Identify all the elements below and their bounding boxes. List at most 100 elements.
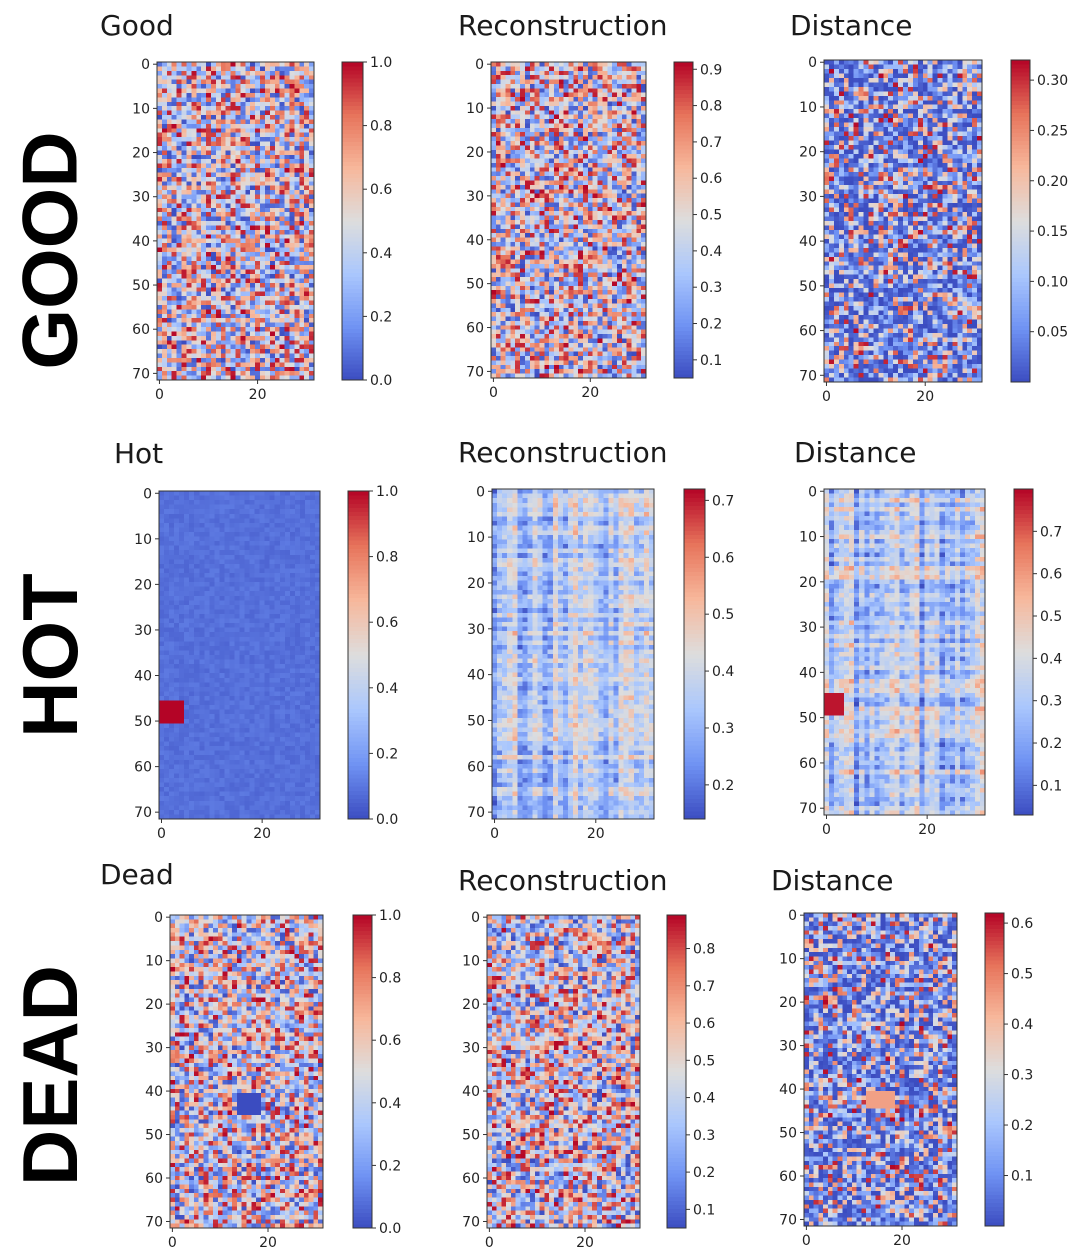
heatmap-cell [211, 115, 216, 120]
heatmap-cell [280, 199, 285, 204]
heatmap-cell [255, 159, 260, 164]
heatmap-cell [172, 119, 177, 124]
heatmap-cell [294, 190, 299, 195]
heatmap-cell [289, 146, 294, 151]
heatmap-cell [201, 119, 206, 124]
heatmap-cell [167, 331, 172, 336]
heatmap-cell [216, 318, 221, 323]
heatmap-cell [289, 221, 294, 226]
heatmap-cell [250, 217, 255, 222]
heatmap-cell [236, 97, 241, 102]
heatmap-cell [260, 283, 265, 288]
heatmap-cell [201, 323, 206, 328]
heatmap-cell [167, 336, 172, 341]
heatmap-cell [299, 80, 304, 85]
heatmap-cell [240, 84, 245, 89]
heatmap-cell [162, 234, 167, 239]
heatmap-cell [182, 323, 187, 328]
heatmap-cell [294, 172, 299, 177]
heatmap-cell [270, 327, 275, 332]
heatmap-cell [211, 142, 216, 147]
heatmap-cell [304, 181, 309, 186]
heatmap-cell [182, 181, 187, 186]
heatmap-cell [186, 146, 191, 151]
heatmap-cell [270, 234, 275, 239]
heatmap-cell [265, 133, 270, 138]
heatmap-cell [236, 111, 241, 116]
heatmap-cell [231, 177, 236, 182]
heatmap-cell [216, 159, 221, 164]
heatmap-cell [250, 102, 255, 107]
heatmap-cell [250, 256, 255, 261]
heatmap-cell [299, 199, 304, 204]
heatmap-cell [231, 190, 236, 195]
heatmap-cell [191, 195, 196, 200]
heatmap-cell [186, 225, 191, 230]
heatmap-cell [260, 62, 265, 67]
heatmap-cell [182, 66, 187, 71]
heatmap-cell [294, 239, 299, 244]
heatmap-cell [260, 195, 265, 200]
heatmap-cell [299, 296, 304, 301]
heatmap-cell [255, 115, 260, 120]
heatmap-cell [191, 62, 196, 67]
heatmap-cell [162, 195, 167, 200]
heatmap-cell [260, 124, 265, 129]
heatmap-cell [270, 66, 275, 71]
heatmap-cell [177, 203, 182, 208]
heatmap-cell [294, 230, 299, 235]
heatmap-cell [177, 221, 182, 226]
heatmap-cell [280, 323, 285, 328]
heatmap-cell [245, 234, 250, 239]
heatmap-cell [265, 208, 270, 213]
heatmap-cell [236, 283, 241, 288]
heatmap-cell [186, 177, 191, 182]
heatmap-cell [280, 177, 285, 182]
heatmap-cell [255, 336, 260, 341]
heatmap-cell [250, 106, 255, 111]
heatmap-cell [280, 102, 285, 107]
heatmap-cell [250, 133, 255, 138]
heatmap-cell [294, 177, 299, 182]
heatmap-cell [196, 80, 201, 85]
heatmap-cell [265, 323, 270, 328]
heatmap-cell [285, 84, 290, 89]
heatmap-cell [182, 62, 187, 67]
heatmap-cell [231, 84, 236, 89]
heatmap-cell [231, 261, 236, 266]
heatmap-cell [186, 217, 191, 222]
heatmap-cell [270, 93, 275, 98]
heatmap-cell [221, 239, 226, 244]
heatmap-cell [157, 274, 162, 279]
heatmap-cell [289, 212, 294, 217]
heatmap-cell [231, 336, 236, 341]
heatmap-cell [236, 172, 241, 177]
heatmap-cell [191, 349, 196, 354]
heatmap-cell [299, 212, 304, 217]
heatmap-cell [211, 137, 216, 142]
heatmap-cell [294, 256, 299, 261]
heatmap-cell [236, 221, 241, 226]
heatmap-cell [216, 102, 221, 107]
heatmap-cell [206, 150, 211, 155]
heatmap-cell [201, 234, 206, 239]
heatmap-cell [216, 71, 221, 76]
heatmap-cell [182, 252, 187, 257]
heatmap-cell [196, 66, 201, 71]
heatmap-cell [162, 142, 167, 147]
heatmap-cell [177, 137, 182, 142]
heatmap-cell [299, 195, 304, 200]
heatmap-cell [211, 252, 216, 257]
heatmap-cell [206, 84, 211, 89]
heatmap-cell [285, 190, 290, 195]
heatmap-cell [186, 75, 191, 80]
heatmap-cell [186, 71, 191, 76]
heatmap-cell [201, 146, 206, 151]
heatmap-cell [231, 287, 236, 292]
heatmap-cell [157, 309, 162, 314]
heatmap-cell [285, 225, 290, 230]
heatmap-cell [201, 248, 206, 253]
heatmap-cell [240, 75, 245, 80]
heatmap-cell [240, 349, 245, 354]
heatmap-cell [211, 102, 216, 107]
